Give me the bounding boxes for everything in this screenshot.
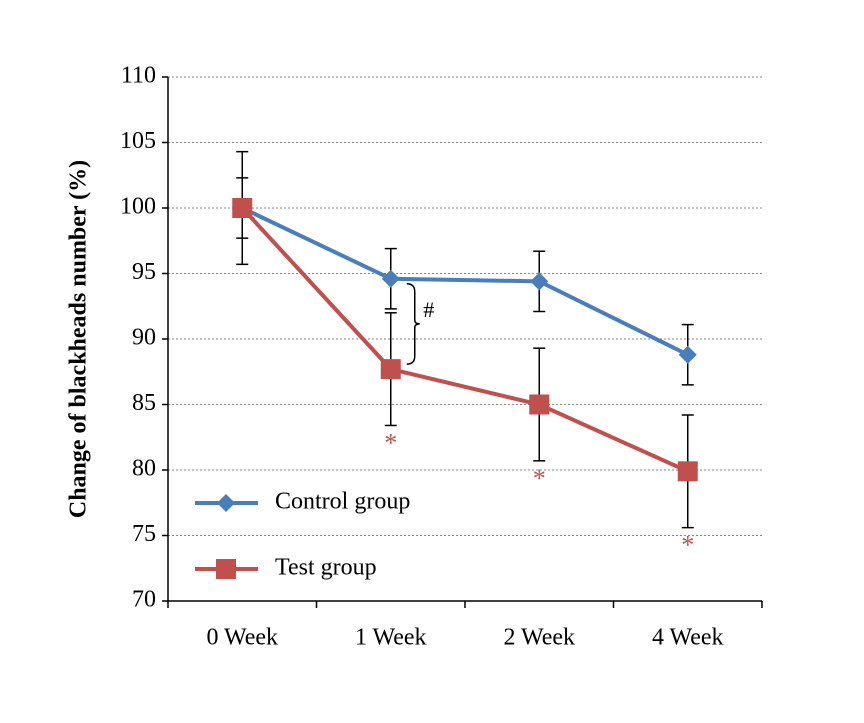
legend-marker [217, 494, 235, 512]
legend-label: Control group [275, 489, 410, 515]
data-point [678, 345, 697, 364]
legend-label: Test group [275, 555, 377, 581]
significance-mark: * [384, 428, 397, 457]
significance-mark: * [681, 531, 694, 560]
data-point [380, 359, 401, 380]
legend-marker [216, 559, 236, 579]
data-point [381, 269, 400, 288]
data-point [530, 272, 549, 291]
y-tick-label: 110 [121, 63, 156, 89]
y-axis-label: Change of blackheads number (%) [66, 160, 92, 518]
data-point [529, 394, 550, 415]
y-tick-label: 105 [120, 128, 156, 154]
y-tick-label: 75 [132, 521, 156, 547]
y-tick-label: 90 [132, 325, 156, 351]
series-line [241, 206, 689, 357]
y-tick-label: 85 [132, 390, 156, 416]
y-tick-label: 100 [120, 194, 156, 220]
data-point [677, 461, 698, 482]
y-tick-label: 70 [132, 587, 156, 613]
x-tick-label: 2 Week [503, 625, 575, 651]
significance-mark: * [533, 464, 546, 493]
data-point [232, 198, 253, 218]
y-tick-label: 95 [132, 259, 156, 285]
series-line [240, 206, 689, 474]
x-tick-label: 0 Week [206, 625, 278, 651]
y-tick-label: 80 [132, 456, 156, 482]
x-tick-label: 4 Week [652, 625, 724, 651]
bracket-label: # [423, 297, 434, 322]
bracket [406, 282, 420, 365]
x-tick-label: 1 Week [355, 625, 427, 651]
